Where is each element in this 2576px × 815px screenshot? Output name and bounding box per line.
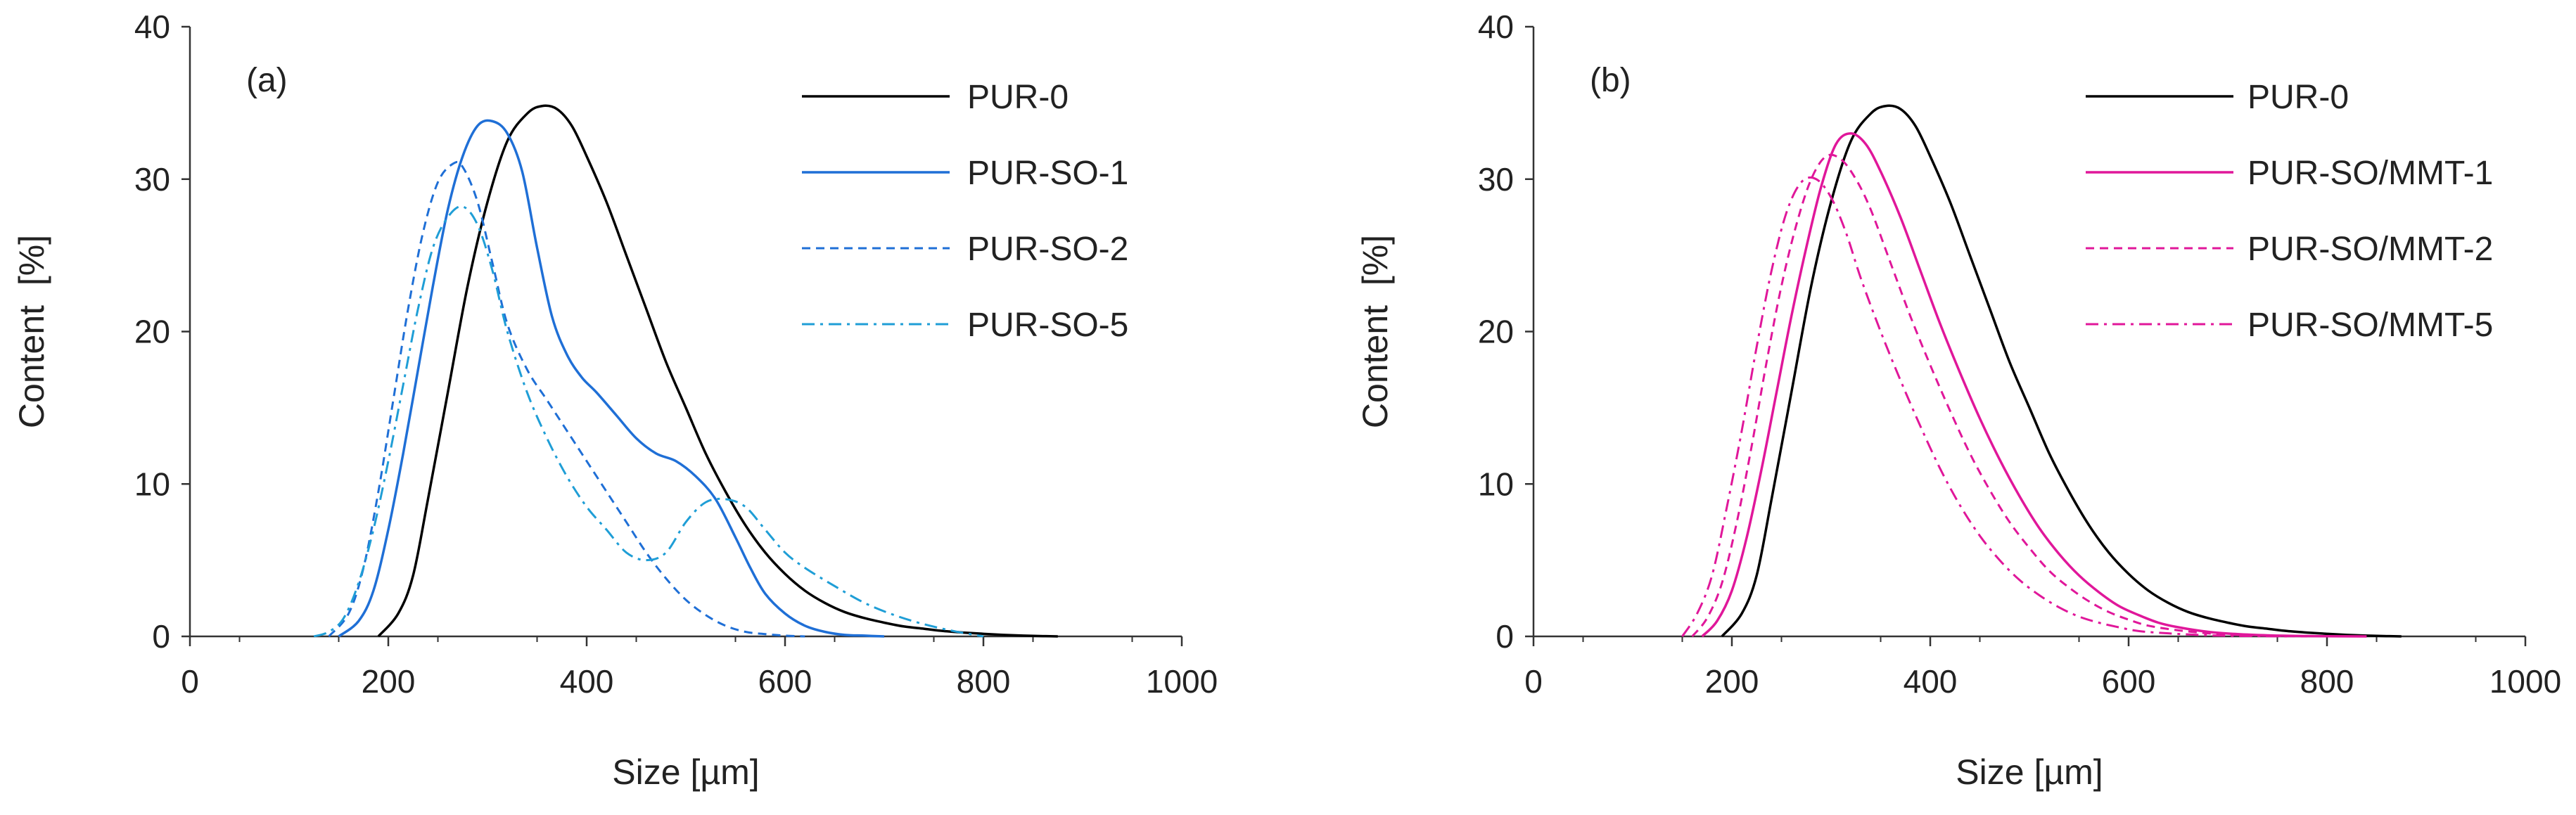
legend-label: PUR-0	[2247, 79, 2349, 116]
y-tick-label: 30	[1478, 161, 1514, 198]
x-tick-label: 200	[362, 663, 416, 700]
series-line-pur-so-mmt-1	[1701, 131, 2367, 638]
y-tick-label: 20	[1478, 314, 1514, 350]
x-tick-label: 600	[2102, 663, 2156, 700]
series-line-pur-so-2	[328, 160, 805, 638]
legend-label: PUR-0	[967, 79, 1069, 116]
x-tick-label: 1000	[2489, 663, 2561, 700]
y-axis-label: Content [%]	[12, 235, 51, 428]
panel-label: (a)	[246, 62, 288, 99]
legend-label: PUR-SO-5	[967, 307, 1128, 344]
x-tick-label: 800	[957, 663, 1011, 700]
x-tick-label: 0	[181, 663, 199, 700]
series-line-pur-so-mmt-2	[1691, 153, 2307, 638]
x-tick-label: 600	[758, 663, 812, 700]
legend-label: PUR-SO-1	[967, 155, 1128, 192]
y-tick-label: 40	[1478, 8, 1514, 45]
legend-label: PUR-SO/MMT-5	[2247, 307, 2493, 344]
y-tick-label: 0	[152, 618, 170, 655]
series-line-pur-so-mmt-5	[1681, 176, 2288, 638]
panel-label: (b)	[1590, 62, 1631, 99]
series-line-pur-0	[1721, 104, 2402, 638]
x-tick-label: 0	[1524, 663, 1543, 700]
series-line-pur-0	[377, 104, 1058, 638]
y-tick-label: 30	[134, 161, 170, 198]
y-tick-label: 40	[134, 8, 170, 45]
legend-label: PUR-SO-2	[967, 231, 1128, 268]
y-axis-label: Content [%]	[1356, 235, 1395, 428]
legend-label: PUR-SO/MMT-1	[2247, 155, 2493, 192]
y-tick-label: 10	[1478, 466, 1514, 502]
x-tick-label: 200	[1705, 663, 1759, 700]
series-line-pur-so-5	[313, 205, 984, 638]
y-tick-label: 20	[134, 314, 170, 350]
x-axis-label: Size [µm]	[612, 752, 759, 792]
x-tick-label: 1000	[1146, 663, 1218, 700]
y-tick-label: 10	[134, 466, 170, 502]
x-axis-label: Size [µm]	[1956, 752, 2103, 792]
x-tick-label: 800	[2300, 663, 2354, 700]
legend-label: PUR-SO/MMT-2	[2247, 231, 2493, 268]
y-tick-label: 0	[1496, 618, 1514, 655]
x-tick-label: 400	[1904, 663, 1958, 700]
x-tick-label: 400	[560, 663, 614, 700]
series-line-pur-so-1	[338, 119, 885, 638]
